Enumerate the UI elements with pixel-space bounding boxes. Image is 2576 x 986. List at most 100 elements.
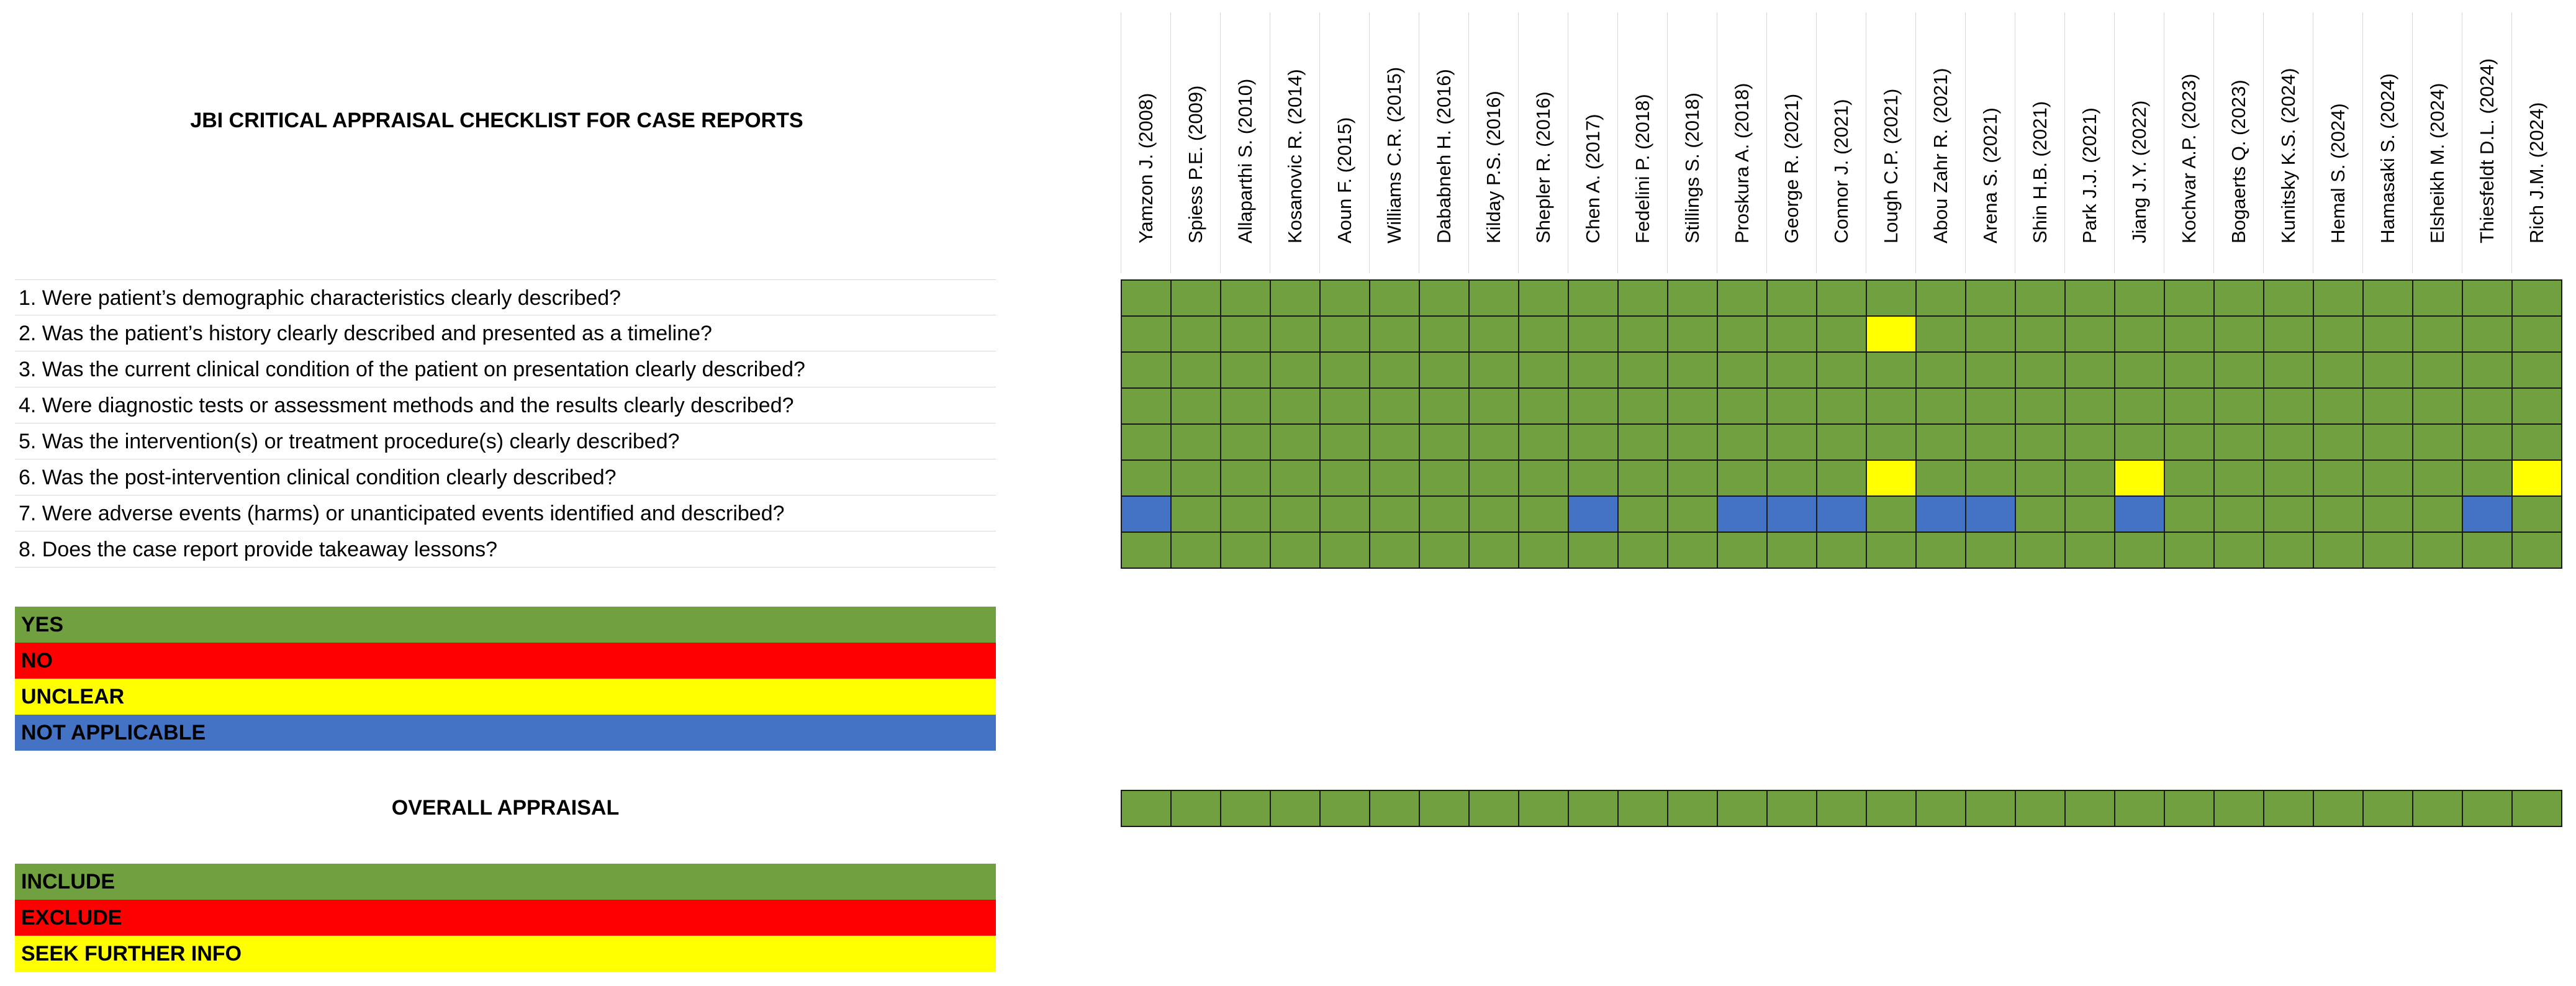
rating-cell — [1319, 315, 1370, 353]
rating-cell — [1468, 459, 1519, 497]
rating-cell — [1369, 423, 1420, 461]
rating-cell — [2462, 351, 2513, 389]
study-header-label: Proskura A. (2018) — [1730, 83, 1753, 243]
rating-cell — [2213, 315, 2264, 353]
rating-cell — [1766, 387, 1817, 425]
rating-cell — [2412, 279, 2463, 317]
study-header: Abou Zahr R. (2021) — [1915, 12, 1965, 273]
rating-cell — [1667, 351, 1718, 389]
rating-cell — [2213, 423, 2264, 461]
rating-cell — [1319, 459, 1370, 497]
rating-cell — [1866, 387, 1917, 425]
rating-cell — [1568, 459, 1619, 497]
rating-cell — [1319, 495, 1370, 533]
rating-cell — [1866, 459, 1917, 497]
rating-cell — [1419, 315, 1470, 353]
study-header-label: Lough C.P. (2021) — [1879, 88, 1902, 243]
rating-cell — [2015, 315, 2066, 353]
rating-cell — [1965, 423, 2016, 461]
rating-cell — [1866, 423, 1917, 461]
rating-cell — [1667, 423, 1718, 461]
rating-cell — [1965, 790, 2016, 827]
rating-cell — [2313, 495, 2364, 533]
question-row: 4. Were diagnostic tests or assessment m… — [15, 387, 996, 423]
rating-cell — [1568, 531, 1619, 569]
rating-cell — [1915, 315, 1966, 353]
study-header: Proskura A. (2018) — [1717, 12, 1766, 273]
study-header: Park J.J. (2021) — [2064, 12, 2114, 273]
rating-cell — [2263, 279, 2314, 317]
rating-cell — [2313, 423, 2364, 461]
rating-cell — [1717, 279, 1768, 317]
rating-cell — [2362, 531, 2413, 569]
study-header-label: Rich J.M. (2024) — [2525, 102, 2547, 243]
rating-cell — [1220, 790, 1271, 827]
rating-cell — [2313, 790, 2364, 827]
rating-cell — [1965, 387, 2016, 425]
study-header: Aoun F. (2015) — [1319, 12, 1369, 273]
rating-cell — [1766, 790, 1817, 827]
rating-cell — [1220, 423, 1271, 461]
rating-cell — [2114, 387, 2165, 425]
rating-cell — [1965, 459, 2016, 497]
rating-cell — [1121, 531, 1172, 569]
rating-cell — [1568, 387, 1619, 425]
study-header-label: Williams C.R. (2015) — [1383, 66, 1405, 243]
rating-cell — [1419, 459, 1470, 497]
rating-cell — [2263, 531, 2314, 569]
rating-cell — [1369, 531, 1420, 569]
rating-cell — [1667, 495, 1718, 533]
rating-cell — [2313, 387, 2364, 425]
rating-cell — [1766, 351, 1817, 389]
rating-cell — [2412, 351, 2463, 389]
rating-cell — [2114, 315, 2165, 353]
rating-cell — [1766, 531, 1817, 569]
rating-cell — [1518, 459, 1569, 497]
rating-cell — [1369, 790, 1420, 827]
rating-cell — [2462, 790, 2513, 827]
rating-cell — [1468, 423, 1519, 461]
rating-cell — [1617, 495, 1668, 533]
rating-cell — [1915, 531, 1966, 569]
rating-cell — [2164, 351, 2215, 389]
rating-cell — [2263, 790, 2314, 827]
rating-cell — [2213, 790, 2264, 827]
question-row: 8. Does the case report provide takeaway… — [15, 531, 996, 568]
rating-cell — [1468, 790, 1519, 827]
rating-cell — [2164, 315, 2215, 353]
question-list: 1. Were patient’s demographic characteri… — [15, 279, 996, 568]
study-header: Kilday P.S. (2016) — [1468, 12, 1518, 273]
rating-cell — [1915, 459, 1966, 497]
rating-cell — [1816, 459, 1867, 497]
rating-cell — [1717, 423, 1768, 461]
rating-cell — [2114, 459, 2165, 497]
study-header-label: Kosanovic R. (2014) — [1283, 69, 1306, 243]
rating-cell — [2511, 423, 2562, 461]
rating-cell — [2164, 790, 2215, 827]
study-header-label: Kilday P.S. (2016) — [1482, 91, 1504, 243]
rating-cell — [1468, 315, 1519, 353]
legend-item: SEEK FURTHER INFO — [15, 936, 996, 972]
rating-cell — [2164, 423, 2215, 461]
rating-cell — [2313, 459, 2364, 497]
overall-appraisal-label: OVERALL APPRAISAL — [391, 796, 620, 820]
study-header-label: Park J.J. (2021) — [2078, 107, 2100, 243]
legend-item: NO — [15, 643, 996, 679]
study-header: Allaparthi S. (2010) — [1220, 12, 1270, 273]
study-header: Kosanovic R. (2014) — [1270, 12, 1319, 273]
study-header-label: Bogaerts Q. (2023) — [2227, 79, 2249, 243]
rating-cell — [2164, 531, 2215, 569]
rating-cell — [2362, 495, 2413, 533]
study-header: Yamzon J. (2008) — [1121, 12, 1170, 273]
rating-cell — [2015, 790, 2066, 827]
rating-cell — [1319, 423, 1370, 461]
study-header: Dababneh H. (2016) — [1419, 12, 1468, 273]
rating-cell — [1816, 495, 1867, 533]
study-header-label: Aoun F. (2015) — [1333, 117, 1355, 243]
rating-cell — [2114, 531, 2165, 569]
rating-cell — [1866, 790, 1917, 827]
rating-cell — [1419, 495, 1470, 533]
rating-cell — [1518, 351, 1569, 389]
rating-cell — [2114, 351, 2165, 389]
study-header-label: Hamasaki S. (2024) — [2376, 73, 2398, 243]
